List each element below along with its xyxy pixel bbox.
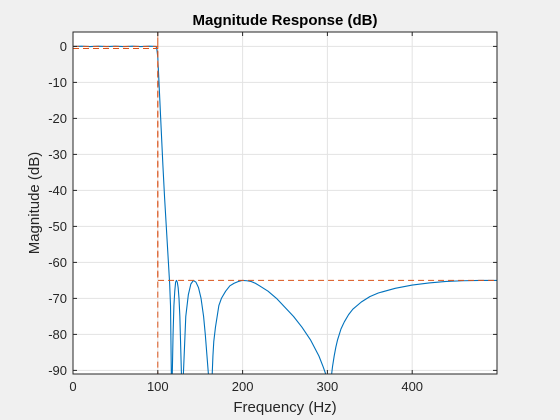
y-tick-label: -70 xyxy=(48,291,67,306)
y-tick-label: -80 xyxy=(48,327,67,342)
y-tick-label: -20 xyxy=(48,111,67,126)
y-tick-label: -40 xyxy=(48,183,67,198)
mask-line xyxy=(73,32,497,281)
y-axis-label: Magnitude (dB) xyxy=(26,152,43,255)
plot-area xyxy=(73,32,497,374)
x-tick-label: 200 xyxy=(232,379,254,394)
ticks: 0 100 200 300 400 0 -10 -20 -30 -40 -50 -60 -70 -80 -9… xyxy=(48,32,497,394)
magnitude-response-line xyxy=(73,45,497,374)
x-tick-label: 0 xyxy=(69,379,76,394)
x-tick-label: 400 xyxy=(401,379,423,394)
x-tick-label: 300 xyxy=(317,379,339,394)
y-tick-label: -30 xyxy=(48,147,67,162)
x-axis-label: Frequency (Hz) xyxy=(233,399,336,416)
y-tick-label: -90 xyxy=(48,363,67,378)
y-tick-label: -60 xyxy=(48,255,67,270)
plot-frame xyxy=(72,31,498,375)
grid xyxy=(72,32,497,374)
y-tick-label: 0 xyxy=(60,39,67,54)
y-tick-label: -50 xyxy=(48,219,67,234)
x-tick-label: 100 xyxy=(147,379,169,394)
y-tick-label: -10 xyxy=(48,75,67,90)
chart-title: Magnitude Response (dB) xyxy=(192,12,377,29)
series-layer xyxy=(73,32,497,374)
